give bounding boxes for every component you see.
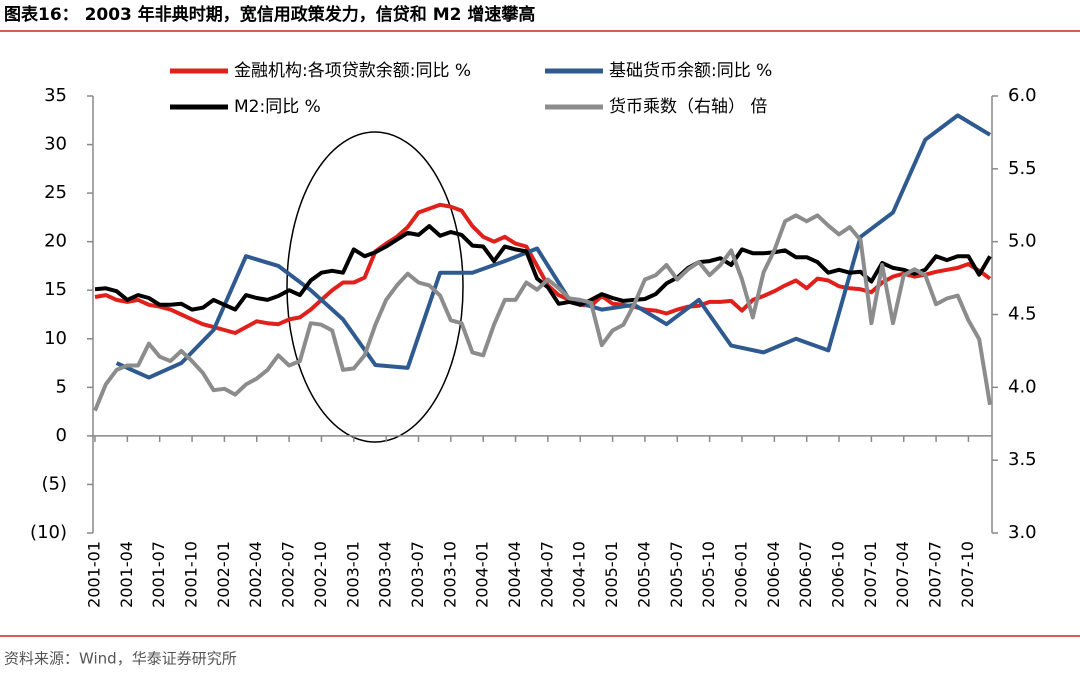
y-tick-label: 30 <box>44 134 67 155</box>
y2-tick-label: 4.0 <box>1008 376 1037 397</box>
x-tick-label: 2005-10 <box>699 541 718 608</box>
y-tick-label: 15 <box>44 279 67 300</box>
legend-label: 金融机构:各项贷款余额:同比 % <box>234 61 471 81</box>
x-tick-label: 2005-01 <box>602 541 621 608</box>
highlight-ellipse <box>286 131 464 443</box>
source: 资料来源：Wind，华泰证券研究所 <box>4 650 237 668</box>
x-tick-label: 2006-04 <box>764 541 783 608</box>
y2-tick-label: 3.0 <box>1008 522 1037 543</box>
y2-tick-label: 3.5 <box>1008 449 1037 470</box>
x-tick-label: 2003-10 <box>440 541 459 608</box>
x-tick-label: 2002-10 <box>311 541 330 608</box>
x-tick-label: 2005-04 <box>634 541 653 608</box>
y2-tick-label: 5.5 <box>1008 158 1037 179</box>
y2-tick-label: 4.5 <box>1008 304 1037 325</box>
x-tick-label: 2006-01 <box>731 541 750 608</box>
y-tick-label: 35 <box>44 85 67 106</box>
legend-label: M2:同比 % <box>234 97 321 117</box>
x-tick-label: 2002-01 <box>214 541 233 608</box>
x-tick-label: 2007-04 <box>893 541 912 608</box>
chart-title: 图表16： 2003 年非典时期，宽信用政策发力，信贷和 M2 增速攀高 <box>4 4 535 25</box>
x-tick-label: 2007-10 <box>958 541 977 608</box>
x-tick-label: 2006-10 <box>829 541 848 608</box>
legend-label: 基础货币余额:同比 % <box>609 61 772 81</box>
y-tick-label: 0 <box>56 425 67 446</box>
x-tick-label: 2004-10 <box>570 541 589 608</box>
x-tick-label: 2007-01 <box>861 541 880 608</box>
x-tick-label: 2003-04 <box>376 541 395 608</box>
series-line <box>94 202 992 335</box>
y2-tick-label: 6.0 <box>1008 85 1037 106</box>
x-tick-label: 2003-07 <box>408 541 427 608</box>
x-tick-label: 2004-01 <box>473 541 492 608</box>
x-tick-label: 2007-07 <box>926 541 945 608</box>
series-line <box>93 213 992 412</box>
x-tick-label: 2006-07 <box>796 541 815 608</box>
y-tick-label: (10) <box>30 522 67 543</box>
x-tick-label: 2003-01 <box>343 541 362 608</box>
legend-label: 货币乘数（右轴） 倍 <box>609 97 767 117</box>
y-tick-label: 10 <box>44 328 67 349</box>
x-tick-label: 2004-07 <box>537 541 556 608</box>
x-tick-label: 2004-04 <box>505 541 524 608</box>
x-tick-label: 2002-07 <box>279 541 298 608</box>
series-line <box>115 113 992 380</box>
y2-tick-label: 5.0 <box>1008 231 1037 252</box>
x-tick-label: 2005-07 <box>667 541 686 608</box>
x-tick-label: 2001-10 <box>182 541 201 608</box>
x-tick-label: 2001-07 <box>149 541 168 608</box>
y-tick-label: 5 <box>56 376 67 397</box>
x-tick-label: 2001-04 <box>117 541 136 608</box>
x-tick-label: 2001-01 <box>85 541 104 608</box>
y-tick-label: (5) <box>42 473 68 494</box>
y-tick-label: 20 <box>44 231 67 252</box>
x-tick-label: 2002-04 <box>246 541 265 608</box>
y-tick-label: 25 <box>44 182 67 203</box>
